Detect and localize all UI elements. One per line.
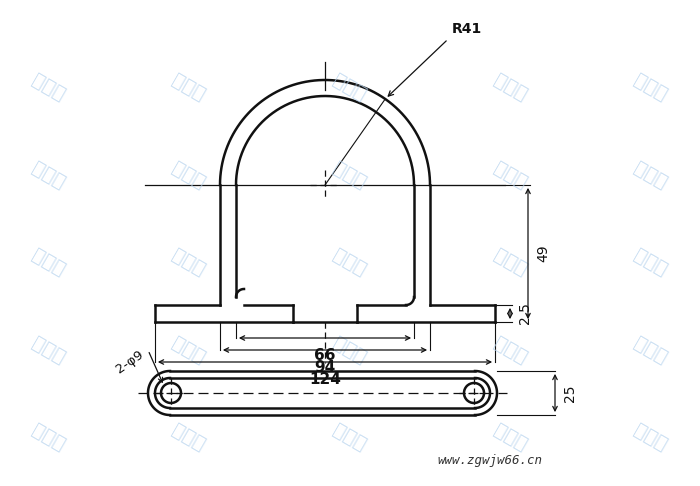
Text: 好运道: 好运道 [330, 158, 370, 192]
Text: 好运道: 好运道 [631, 245, 671, 279]
Text: 好运道: 好运道 [169, 70, 209, 104]
Text: 好运道: 好运道 [330, 70, 370, 104]
Text: 好运道: 好运道 [491, 333, 531, 367]
Text: 好运道: 好运道 [491, 420, 531, 454]
Text: 好运道: 好运道 [29, 333, 69, 367]
Text: 好运道: 好运道 [29, 420, 69, 454]
Text: 好运道: 好运道 [631, 333, 671, 367]
Text: 好运道: 好运道 [631, 70, 671, 104]
Text: 94: 94 [314, 360, 335, 375]
Text: 66: 66 [314, 348, 336, 363]
Text: 好运道: 好运道 [169, 158, 209, 192]
Text: 好运道: 好运道 [330, 245, 370, 279]
Text: 25: 25 [563, 384, 577, 402]
Text: 好运道: 好运道 [169, 333, 209, 367]
Text: 好运道: 好运道 [491, 70, 531, 104]
Text: 好运道: 好运道 [631, 158, 671, 192]
Text: R41: R41 [452, 22, 482, 36]
Text: 好运道: 好运道 [29, 245, 69, 279]
Text: 好运道: 好运道 [330, 333, 370, 367]
Text: 好运道: 好运道 [29, 158, 69, 192]
Text: 好运道: 好运道 [330, 420, 370, 454]
Text: 好运道: 好运道 [169, 245, 209, 279]
Text: 124: 124 [309, 372, 341, 387]
Text: 2.5: 2.5 [518, 303, 532, 325]
Text: 好运道: 好运道 [491, 158, 531, 192]
Text: 49: 49 [536, 244, 550, 262]
Text: 好运道: 好运道 [631, 420, 671, 454]
Text: 好运道: 好运道 [29, 70, 69, 104]
Text: www.zgwjw66.cn: www.zgwjw66.cn [438, 453, 542, 467]
Text: 好运道: 好运道 [169, 420, 209, 454]
Text: 2-φ9: 2-φ9 [114, 348, 146, 376]
Text: 好运道: 好运道 [491, 245, 531, 279]
